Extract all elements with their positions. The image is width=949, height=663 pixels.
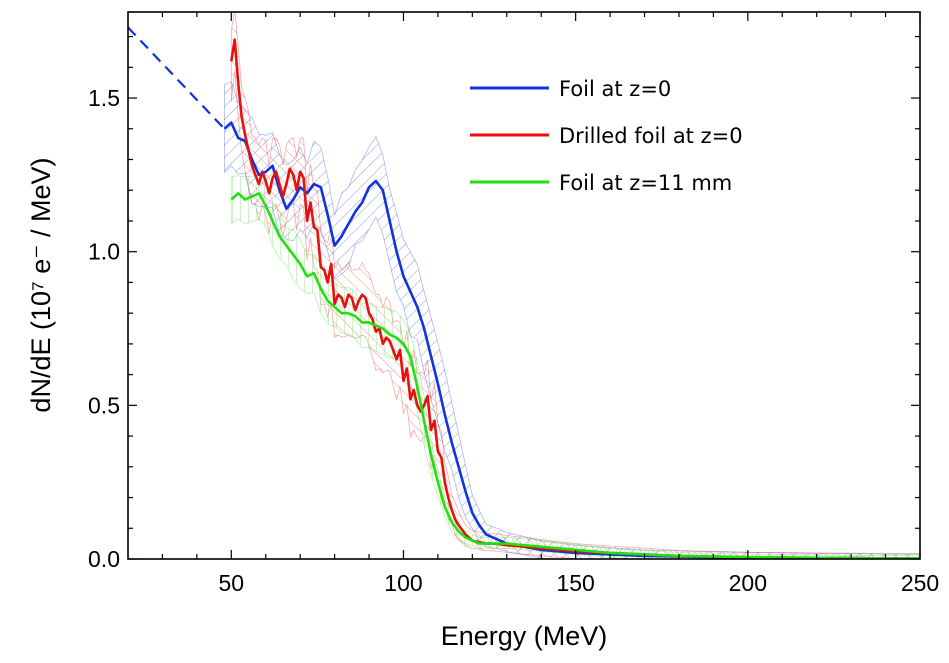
x-tick-label: 100 — [384, 570, 422, 596]
legend-label-3: Foil at z=11 mm — [559, 171, 732, 195]
x-axis-label: Energy (MeV) — [441, 621, 608, 651]
x-tick-label: 50 — [219, 570, 245, 596]
legend-label-1: Foil at z=0 — [559, 77, 671, 101]
series-line-3 — [230, 192, 920, 559]
y-tick-label: 1.5 — [88, 85, 120, 111]
series-lines — [128, 26, 920, 559]
y-tick-label: 1.0 — [88, 239, 120, 265]
y-tick-label: 0.5 — [88, 392, 120, 418]
series-line-2 — [230, 38, 920, 559]
plot-frame — [127, 11, 921, 560]
y-tick-label: 0.0 — [88, 546, 120, 572]
axis-ticks — [128, 12, 921, 560]
legend-label-2: Drilled foil at z=0 — [559, 124, 743, 148]
plot-border — [127, 11, 921, 560]
extrapolation-line — [128, 26, 226, 130]
legend: Foil at z=0 Drilled foil at z=0 Foil at z=… — [470, 77, 743, 195]
y-axis-label: dN/dE (10⁷ e⁻ / MeV) — [26, 157, 56, 412]
tick-labels: 50 100 150 200 250 0.0 0.5 1.0 1.5 — [88, 85, 939, 596]
x-tick-label: 200 — [729, 570, 767, 596]
x-tick-label: 250 — [901, 570, 939, 596]
x-tick-label: 150 — [556, 570, 594, 596]
series-line-1 — [223, 121, 920, 559]
uncertainty-band-3 — [230, 175, 920, 559]
